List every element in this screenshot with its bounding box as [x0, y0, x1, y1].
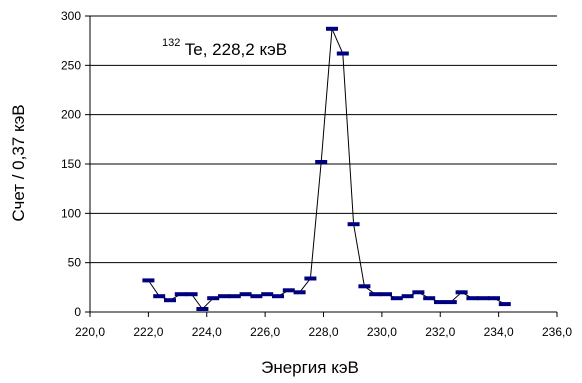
- y-tick-label: 100: [61, 206, 81, 220]
- data-point: [326, 26, 338, 31]
- data-point: [336, 51, 349, 56]
- data-point: [239, 292, 252, 297]
- series-layer: [142, 26, 511, 311]
- series-line: [147, 28, 506, 310]
- data-point: [434, 300, 446, 305]
- data-point: [293, 290, 306, 295]
- data-point: [261, 292, 274, 297]
- data-point: [282, 288, 295, 293]
- annotation-superscript: 132: [162, 37, 180, 49]
- data-point: [185, 292, 198, 297]
- y-tick-label: 200: [61, 108, 81, 122]
- y-axis-title: Счет / 0,37 кэВ: [9, 104, 28, 221]
- data-point: [207, 296, 220, 301]
- x-tick-label: 228,0: [308, 325, 338, 339]
- data-point: [142, 278, 155, 283]
- peak-annotation: 132 Te, 228,2 кэВ: [162, 31, 287, 59]
- y-tick-label: 300: [61, 9, 81, 23]
- x-tick-label: 230,0: [367, 325, 397, 339]
- data-point: [174, 292, 187, 297]
- data-point: [477, 296, 490, 301]
- data-point: [228, 294, 241, 299]
- y-tick-label: 150: [61, 157, 81, 171]
- data-point: [218, 294, 230, 299]
- x-tick-label: 226,0: [250, 325, 280, 339]
- tick-labels: 0 50 100 150 200 250 300 220,0 222,0 224,0 226,0 22…: [61, 9, 572, 339]
- data-point: [401, 294, 414, 299]
- data-point: [444, 300, 457, 305]
- x-tick-label: 222,0: [133, 325, 163, 339]
- data-point: [358, 284, 371, 289]
- data-point: [455, 290, 468, 295]
- x-tick-label: 234,0: [484, 325, 514, 339]
- axes: [85, 15, 558, 317]
- data-point: [347, 222, 360, 227]
- x-tick-label: 232,0: [425, 325, 455, 339]
- x-tick-label: 220,0: [75, 325, 105, 339]
- data-point: [412, 290, 425, 295]
- data-point: [153, 294, 166, 299]
- data-point: [423, 296, 436, 301]
- data-point: [196, 307, 209, 311]
- data-point: [315, 160, 328, 164]
- x-tick-label: 236,0: [542, 325, 572, 339]
- data-point: [466, 296, 479, 301]
- y-tick-label: 0: [74, 305, 81, 319]
- data-point: [164, 298, 176, 303]
- y-tick-label: 250: [61, 58, 81, 72]
- data-point: [369, 292, 382, 297]
- data-point: [488, 296, 500, 301]
- data-point: [250, 294, 263, 299]
- data-point: [390, 296, 403, 301]
- x-axis-title: Энергия кэВ: [261, 358, 359, 377]
- annotation-text: Te, 228,2 кэВ: [185, 40, 287, 59]
- y-tick-label: 50: [68, 256, 82, 270]
- data-point: [498, 302, 511, 307]
- x-tick-label: 224,0: [192, 325, 222, 339]
- data-point: [304, 276, 317, 281]
- data-point: [272, 294, 284, 299]
- data-point: [380, 292, 392, 297]
